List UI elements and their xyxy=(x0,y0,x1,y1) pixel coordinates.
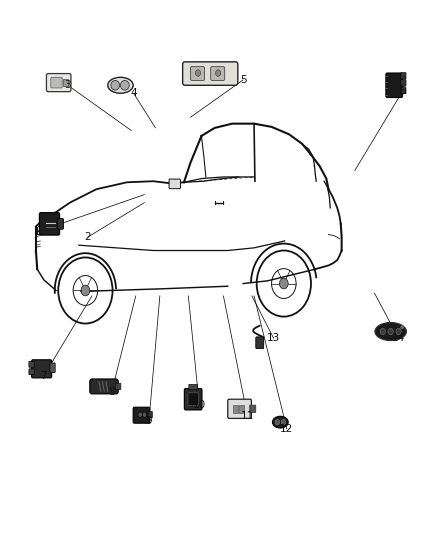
FancyBboxPatch shape xyxy=(183,62,238,85)
Text: 1: 1 xyxy=(34,227,41,237)
Circle shape xyxy=(281,419,286,425)
Circle shape xyxy=(215,70,221,76)
Text: 13: 13 xyxy=(267,334,280,343)
FancyBboxPatch shape xyxy=(189,384,198,390)
FancyBboxPatch shape xyxy=(29,369,34,375)
FancyBboxPatch shape xyxy=(211,67,225,80)
FancyBboxPatch shape xyxy=(239,405,244,413)
FancyBboxPatch shape xyxy=(256,337,264,349)
Circle shape xyxy=(401,326,403,329)
Circle shape xyxy=(388,328,393,335)
FancyBboxPatch shape xyxy=(29,361,34,367)
Ellipse shape xyxy=(111,80,120,90)
Circle shape xyxy=(81,285,90,296)
FancyBboxPatch shape xyxy=(51,77,62,88)
FancyBboxPatch shape xyxy=(63,79,68,86)
FancyBboxPatch shape xyxy=(401,87,406,94)
Circle shape xyxy=(138,412,142,417)
FancyBboxPatch shape xyxy=(233,405,238,413)
Circle shape xyxy=(279,278,288,289)
Ellipse shape xyxy=(375,322,406,341)
FancyBboxPatch shape xyxy=(32,360,52,378)
FancyBboxPatch shape xyxy=(50,363,55,373)
Ellipse shape xyxy=(120,80,129,90)
Text: 14: 14 xyxy=(392,334,405,343)
Circle shape xyxy=(380,328,385,335)
Text: 11: 11 xyxy=(241,411,254,421)
FancyBboxPatch shape xyxy=(401,72,406,79)
Circle shape xyxy=(275,419,279,425)
FancyBboxPatch shape xyxy=(57,219,64,229)
FancyBboxPatch shape xyxy=(191,67,205,80)
FancyBboxPatch shape xyxy=(169,179,180,189)
FancyBboxPatch shape xyxy=(184,389,202,410)
FancyBboxPatch shape xyxy=(188,393,198,406)
Text: 5: 5 xyxy=(240,75,247,85)
Circle shape xyxy=(195,70,201,76)
FancyBboxPatch shape xyxy=(401,79,406,86)
Text: 6: 6 xyxy=(399,86,406,95)
Ellipse shape xyxy=(108,77,133,93)
FancyBboxPatch shape xyxy=(250,405,256,413)
Text: 8: 8 xyxy=(108,387,115,397)
FancyBboxPatch shape xyxy=(116,383,121,390)
Text: 2: 2 xyxy=(84,232,91,242)
FancyBboxPatch shape xyxy=(39,213,60,235)
FancyBboxPatch shape xyxy=(90,379,118,394)
FancyBboxPatch shape xyxy=(228,399,251,418)
Text: 4: 4 xyxy=(130,88,137,98)
Ellipse shape xyxy=(272,416,288,428)
Text: 3: 3 xyxy=(64,80,71,90)
Circle shape xyxy=(142,412,147,417)
Text: 7: 7 xyxy=(40,371,47,381)
FancyBboxPatch shape xyxy=(386,73,403,98)
Text: 10: 10 xyxy=(193,400,206,410)
Text: 12: 12 xyxy=(280,424,293,434)
FancyBboxPatch shape xyxy=(148,411,152,418)
Circle shape xyxy=(396,328,401,335)
FancyBboxPatch shape xyxy=(133,407,150,423)
FancyBboxPatch shape xyxy=(46,74,71,92)
Text: 9: 9 xyxy=(145,416,152,426)
